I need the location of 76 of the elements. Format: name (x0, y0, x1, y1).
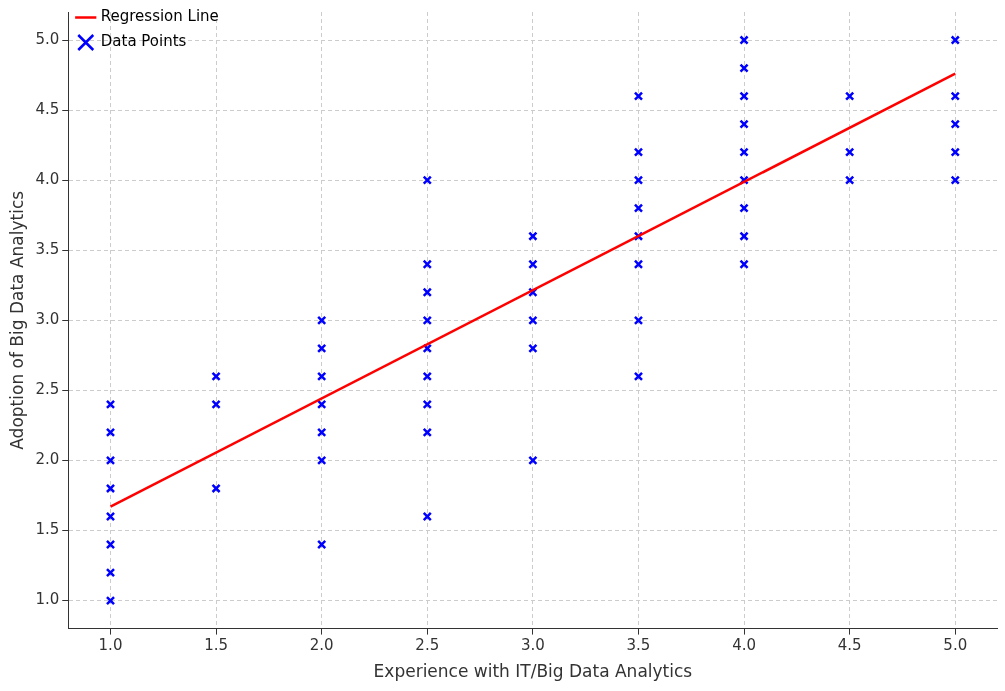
legend-label: Data Points (100, 32, 187, 51)
point (422, 371, 433, 382)
point (316, 343, 327, 354)
x-tick-label: 5.0 (943, 636, 968, 655)
point (528, 259, 538, 270)
x-tick-label: 2.0 (309, 636, 334, 655)
x-tick-label: 4.0 (732, 636, 756, 655)
point (950, 119, 961, 129)
point (950, 91, 961, 101)
point (528, 343, 538, 354)
point (633, 259, 644, 270)
point (105, 483, 116, 494)
point (105, 567, 116, 578)
point (422, 175, 433, 185)
point (105, 511, 116, 522)
legend-label: Regression Line (100, 7, 219, 26)
x-tick-label: 3.5 (626, 636, 651, 655)
y-tick-label: 5.0 (35, 29, 60, 48)
point (316, 371, 327, 382)
x-tick-label: 2.5 (415, 636, 440, 655)
point (316, 539, 327, 550)
x-tick-label: 1.5 (204, 636, 229, 655)
point (528, 455, 538, 466)
point (422, 399, 433, 410)
y-tick-label: 3.5 (35, 240, 60, 259)
point (950, 35, 961, 45)
point (739, 63, 749, 73)
point (105, 455, 116, 466)
x-tick-label: 3.0 (520, 636, 545, 655)
point (422, 315, 433, 326)
point (950, 175, 961, 185)
point (528, 231, 538, 241)
point (844, 175, 855, 185)
y-tick-label: 2.5 (35, 380, 60, 399)
x-tick-label: 4.5 (837, 636, 862, 655)
point (316, 315, 327, 326)
point (633, 147, 644, 157)
y-tick-label: 1.0 (35, 590, 60, 609)
y-tick-label: 1.5 (35, 520, 60, 539)
point (633, 91, 644, 101)
x-tick-label: 1.0 (98, 636, 123, 655)
point (422, 427, 433, 438)
point (844, 91, 855, 101)
point (633, 175, 644, 185)
point (528, 315, 538, 326)
point (739, 147, 749, 157)
point (422, 259, 433, 270)
point (422, 287, 433, 298)
point (316, 399, 327, 410)
point (105, 399, 116, 410)
point (105, 595, 116, 606)
point (316, 455, 327, 466)
point (633, 315, 644, 326)
point (739, 259, 749, 270)
point (105, 539, 116, 550)
point (633, 203, 644, 213)
point (633, 371, 644, 382)
point (950, 147, 961, 157)
point (211, 483, 221, 494)
point (844, 147, 855, 157)
x-axis-title: Experience with IT/Big Data Analytics (373, 661, 693, 682)
point (105, 427, 116, 438)
point (739, 231, 749, 241)
point (739, 91, 749, 101)
y-tick-label: 4.5 (35, 99, 60, 118)
y-axis-title: Adoption of Big Data Analytics (6, 190, 27, 450)
point (316, 427, 327, 438)
point (739, 119, 749, 129)
point (211, 399, 221, 410)
point (211, 371, 221, 382)
point (422, 511, 433, 522)
point (739, 35, 749, 45)
y-tick-label: 3.0 (35, 310, 60, 329)
y-tick-label: 2.0 (35, 450, 60, 469)
y-tick-label: 4.0 (35, 170, 60, 189)
point (739, 203, 749, 213)
